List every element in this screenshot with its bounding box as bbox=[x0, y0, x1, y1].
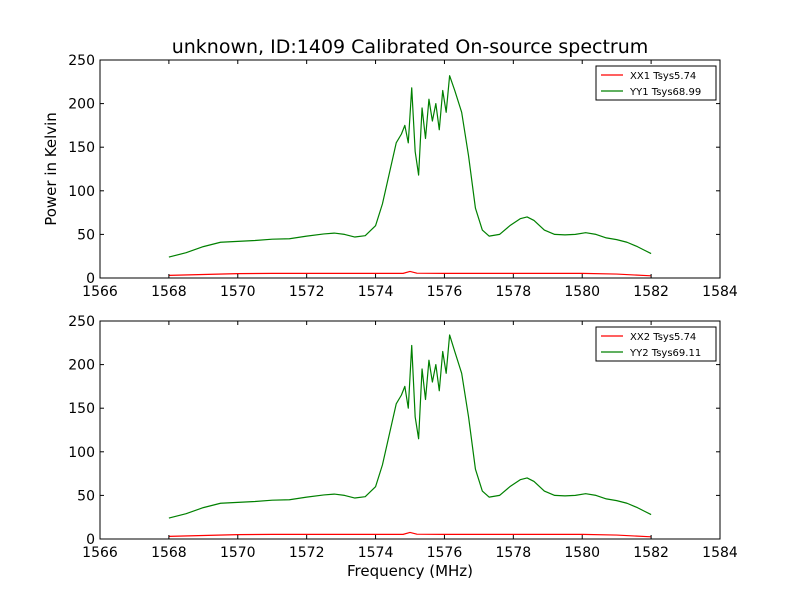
x-tick-label-1-7: 1580 bbox=[564, 284, 600, 300]
y-tick-label-1-3: 150 bbox=[68, 140, 95, 156]
series-line-2-1 bbox=[168, 531, 652, 538]
x-axis-title-2: Frequency (MHz) bbox=[347, 562, 473, 580]
x-tick-label-2-8: 1582 bbox=[633, 545, 669, 561]
x-tick-label-1-9: 1584 bbox=[702, 284, 738, 300]
series-line-1-1 bbox=[168, 270, 652, 277]
x-tick-label-2-4: 1574 bbox=[358, 545, 394, 561]
x-tick-label-1-2: 1570 bbox=[220, 284, 256, 300]
legend-label-2-2: YY2 Tsys69.11 bbox=[629, 348, 701, 359]
figure-title: unknown, ID:1409 Calibrated On-source sp… bbox=[172, 36, 649, 58]
series-line-1-2 bbox=[168, 75, 652, 258]
y-tick-label-1-4: 200 bbox=[68, 97, 95, 113]
x-tick-label-2-3: 1572 bbox=[289, 545, 325, 561]
y-tick-label-1-2: 100 bbox=[68, 184, 95, 200]
legend-label-2-1: XX2 Tsys5.74 bbox=[630, 332, 696, 343]
chart-panel-1: 1566 1568 1570 1572 1574 1576 1578 1580 1582 1584… bbox=[42, 53, 738, 300]
y-tick-label-1-1: 50 bbox=[77, 227, 95, 243]
legend-box-2 bbox=[595, 326, 717, 362]
plot-frame-1 bbox=[99, 59, 721, 279]
legend-1: XX1 Tsys5.74 YY1 Tsys68.99 bbox=[595, 65, 717, 101]
x-tick-label-2-0: 1566 bbox=[82, 545, 118, 561]
y-tick-label-2-2: 100 bbox=[68, 445, 95, 461]
y-tick-label-1-0: 0 bbox=[86, 271, 95, 287]
legend-label-1-1: XX1 Tsys5.74 bbox=[630, 71, 696, 82]
x-tick-label-1-8: 1582 bbox=[633, 284, 669, 300]
x-tick-label-2-6: 1578 bbox=[496, 545, 532, 561]
x-tick-label-1-5: 1576 bbox=[427, 284, 463, 300]
x-tick-label-1-6: 1578 bbox=[496, 284, 532, 300]
series-line-2-2 bbox=[168, 334, 652, 519]
y-tick-label-1-5: 250 bbox=[68, 53, 95, 69]
y-tick-label-2-0: 0 bbox=[86, 532, 95, 548]
y-tick-label-2-3: 150 bbox=[68, 401, 95, 417]
y-axis-title-1: Power in Kelvin bbox=[42, 112, 60, 226]
x-tick-label-2-5: 1576 bbox=[427, 545, 463, 561]
y-tick-label-2-4: 200 bbox=[68, 358, 95, 374]
chart-panels: 1566 1568 1570 1572 1574 1576 1578 1580 1582 1584… bbox=[42, 53, 738, 580]
y-tick-label-2-5: 250 bbox=[68, 314, 95, 330]
plot-frame-2 bbox=[99, 320, 721, 540]
x-tick-label-1-1: 1568 bbox=[151, 284, 187, 300]
x-tick-label-2-9: 1584 bbox=[702, 545, 738, 561]
x-tick-label-2-2: 1570 bbox=[220, 545, 256, 561]
y-tick-label-2-1: 50 bbox=[77, 488, 95, 504]
legend-label-1-2: YY1 Tsys68.99 bbox=[629, 87, 701, 98]
x-tick-label-2-7: 1580 bbox=[564, 545, 600, 561]
legend-box-1 bbox=[595, 65, 717, 101]
x-tick-label-1-3: 1572 bbox=[289, 284, 325, 300]
x-tick-label-1-4: 1574 bbox=[358, 284, 394, 300]
x-tick-label-1-0: 1566 bbox=[82, 284, 118, 300]
chart-panel-2: 1566 1568 1570 1572 1574 1576 1578 1580 1582 1584… bbox=[68, 314, 738, 580]
x-tick-label-2-1: 1568 bbox=[151, 545, 187, 561]
legend-2: XX2 Tsys5.74 YY2 Tsys69.11 bbox=[595, 326, 717, 362]
